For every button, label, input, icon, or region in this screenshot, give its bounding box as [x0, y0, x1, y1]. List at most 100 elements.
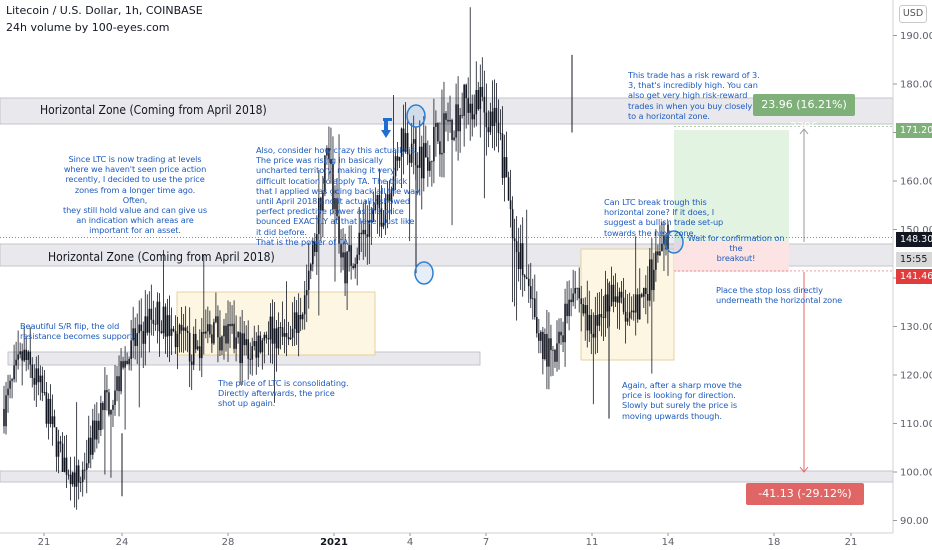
candle-body [437, 123, 439, 142]
candle-body [136, 333, 139, 346]
candle-body [665, 236, 667, 250]
candle-body [501, 133, 504, 178]
candle-body [384, 203, 387, 223]
candle-body [427, 157, 429, 171]
candle-body [562, 335, 564, 343]
x-tick-label: 18 [768, 537, 781, 548]
candle-body [297, 314, 300, 333]
candle-body [649, 259, 651, 301]
candle-body [360, 232, 363, 235]
candle-body [487, 127, 490, 133]
candle-body [620, 291, 623, 298]
candle-body [35, 368, 38, 385]
candle-body [495, 107, 498, 123]
last-price-tag: 148.30 [896, 232, 932, 247]
candle-body [227, 324, 229, 344]
candle-body [156, 301, 159, 325]
candle-body [560, 331, 562, 336]
candle-body [100, 403, 102, 431]
candle-body [176, 333, 179, 348]
currency-button[interactable]: USD [899, 5, 927, 23]
candle-body [628, 312, 631, 319]
candle-body [138, 324, 141, 334]
target-price-tag: 171.20 [896, 123, 932, 138]
candle-body [87, 437, 90, 464]
candle-body [239, 332, 241, 364]
candle-body [328, 148, 330, 160]
candle-body [120, 361, 122, 392]
breakout-circle [664, 230, 684, 254]
candle-body [590, 314, 593, 334]
candle-body [190, 361, 193, 365]
candle-body [632, 310, 635, 313]
candle-body [21, 351, 23, 361]
candle-body [576, 287, 578, 289]
candle-body [477, 90, 480, 110]
candle-body [396, 156, 399, 161]
candle-body [558, 331, 560, 344]
candle-body [146, 316, 149, 333]
candle-body [170, 328, 173, 336]
candle-body [358, 232, 361, 255]
candle-body [425, 143, 427, 158]
candle-body [483, 96, 486, 113]
candle-body [410, 143, 413, 163]
candle-body [116, 376, 118, 391]
candle-body [602, 317, 605, 319]
candle-body [525, 277, 528, 279]
y-tick-label: 110.00 [900, 419, 932, 430]
candle-body [418, 146, 421, 168]
y-tick-label: 100.00 [900, 468, 932, 479]
candle-body [301, 314, 304, 320]
candle-body [259, 335, 262, 353]
candle-body [19, 351, 21, 355]
candle-body [655, 251, 657, 270]
candle-body [126, 360, 128, 365]
candle-body [17, 354, 19, 360]
loss-label: -41.13 (-29.12%) -4113 [746, 483, 864, 522]
candle-body [336, 198, 338, 217]
y-tick-label: 160.00 [900, 177, 932, 188]
profit-measure-arrowhead [799, 128, 809, 135]
candle-body [237, 332, 239, 338]
candle-body [77, 465, 80, 483]
note-risk-reward: This trade has a risk reward of 3. 3, th… [628, 70, 760, 121]
candle-body [299, 314, 302, 320]
candle-body [277, 327, 280, 349]
candle-body [332, 164, 334, 210]
candle-body [404, 133, 407, 152]
candle-body [505, 157, 508, 178]
candle-body [69, 474, 72, 485]
candle-body [592, 333, 595, 338]
candle-body [51, 416, 54, 425]
candle-body [582, 304, 585, 314]
candle-body [459, 115, 461, 132]
candle-body [630, 310, 633, 313]
candle-body [178, 324, 181, 334]
candle-body [564, 303, 566, 343]
candle-body [529, 286, 532, 299]
candle-body [132, 328, 134, 341]
candle-body [114, 390, 116, 406]
candle-body [515, 241, 518, 253]
candle-body [283, 333, 286, 337]
candle-body [473, 114, 476, 120]
candle-body [92, 420, 94, 455]
candle-body [475, 90, 478, 115]
candle-body [182, 327, 185, 331]
candle-body [636, 294, 639, 320]
candle-body [540, 331, 542, 341]
candle-body [267, 338, 270, 340]
candle-body [174, 330, 177, 348]
candle-body [37, 368, 40, 383]
candle-body [275, 328, 278, 349]
candle-body [293, 312, 296, 329]
candle-body [638, 294, 641, 320]
candle-body [3, 408, 5, 427]
candle-body [130, 340, 132, 359]
candle-body [479, 86, 482, 110]
candle-body [142, 331, 145, 344]
candle-body [574, 287, 576, 294]
candle-body [110, 409, 112, 415]
